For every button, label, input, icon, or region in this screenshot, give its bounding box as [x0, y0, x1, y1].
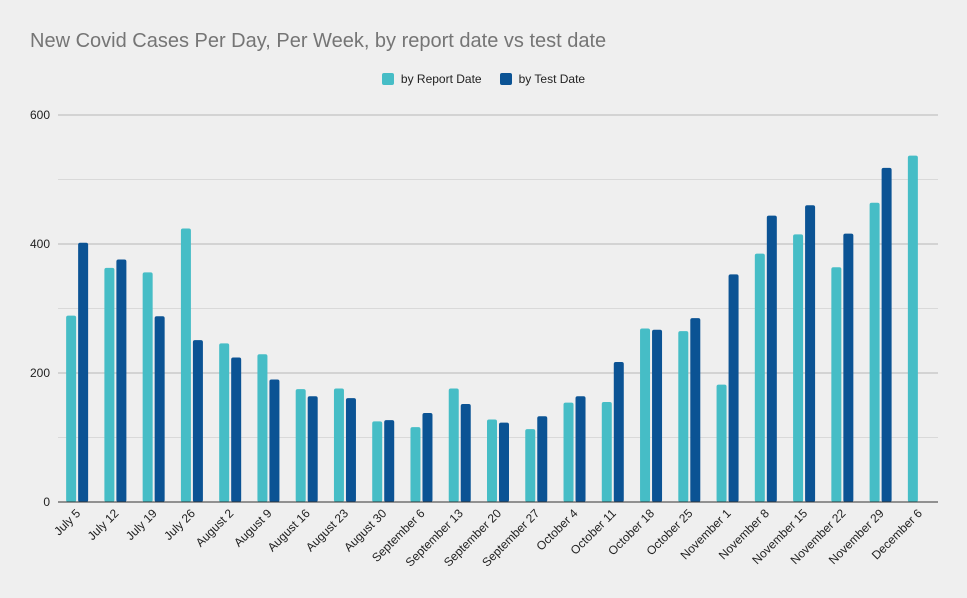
bar-test-date: [537, 416, 548, 502]
bar-test-date: [881, 167, 892, 502]
bar-report-date: [66, 315, 77, 502]
bar-report-date: [640, 328, 651, 502]
bar-report-date: [180, 228, 191, 502]
bar-test-date: [78, 242, 89, 502]
legend-item-report-date: by Report Date: [381, 72, 482, 86]
bar-report-date: [754, 253, 765, 502]
bar-test-date: [422, 412, 433, 502]
bar-report-date: [831, 267, 842, 502]
bar-report-date: [219, 343, 230, 502]
bar-test-date: [192, 340, 203, 502]
legend: by Report Date by Test Date: [0, 72, 967, 86]
bar-test-date: [766, 215, 777, 502]
bar-report-date: [525, 429, 536, 502]
y-tick-label: 0: [43, 495, 50, 509]
x-tick-label: August 2: [193, 506, 237, 550]
bar-report-date: [678, 331, 689, 502]
bar-test-date: [154, 316, 165, 502]
bar-test-date: [805, 205, 816, 503]
bar-test-date: [499, 422, 509, 502]
bar-test-date: [575, 396, 586, 502]
bar-report-date: [793, 234, 804, 502]
bar-test-date: [116, 259, 127, 502]
x-tick-label: July 5: [51, 506, 83, 538]
bar-report-date: [448, 388, 459, 502]
bar-report-date: [295, 389, 306, 502]
bar-test-date: [460, 403, 471, 502]
bar-test-date: [231, 357, 242, 502]
x-tick-label: July 19: [123, 506, 160, 543]
bar-report-date: [257, 354, 268, 502]
bar-test-date: [384, 420, 395, 502]
bar-test-date: [690, 318, 701, 502]
bar-test-date: [843, 233, 854, 502]
bar-test-date: [307, 396, 318, 502]
bar-test-date: [345, 398, 356, 502]
x-tick-label: July 26: [161, 506, 198, 543]
bar-report-date: [869, 202, 880, 502]
y-tick-label: 600: [30, 108, 50, 122]
legend-item-test-date: by Test Date: [499, 72, 586, 86]
bar-report-date: [907, 155, 918, 502]
legend-swatch-report-date: [381, 73, 394, 85]
legend-label-test-date: by Test Date: [518, 72, 586, 86]
bar-report-date: [601, 402, 612, 502]
bar-report-date: [142, 272, 153, 502]
x-tick-label: July 12: [85, 506, 122, 543]
y-tick-label: 200: [30, 366, 50, 380]
bar-report-date: [333, 388, 344, 502]
legend-label-report-date: by Report Date: [400, 72, 482, 86]
bar-report-date: [104, 267, 115, 502]
bar-report-date: [487, 419, 497, 502]
y-tick-label: 400: [30, 237, 50, 251]
bar-report-date: [563, 402, 574, 502]
chart-title: New Covid Cases Per Day, Per Week, by re…: [30, 30, 607, 52]
bar-report-date: [410, 427, 421, 502]
legend-swatch-test-date: [499, 73, 512, 85]
bar-report-date: [716, 384, 727, 502]
bar-test-date: [613, 362, 624, 502]
bar-test-date: [652, 329, 663, 502]
bar-test-date: [728, 274, 739, 502]
bar-test-date: [269, 379, 280, 502]
bar-report-date: [372, 421, 383, 502]
